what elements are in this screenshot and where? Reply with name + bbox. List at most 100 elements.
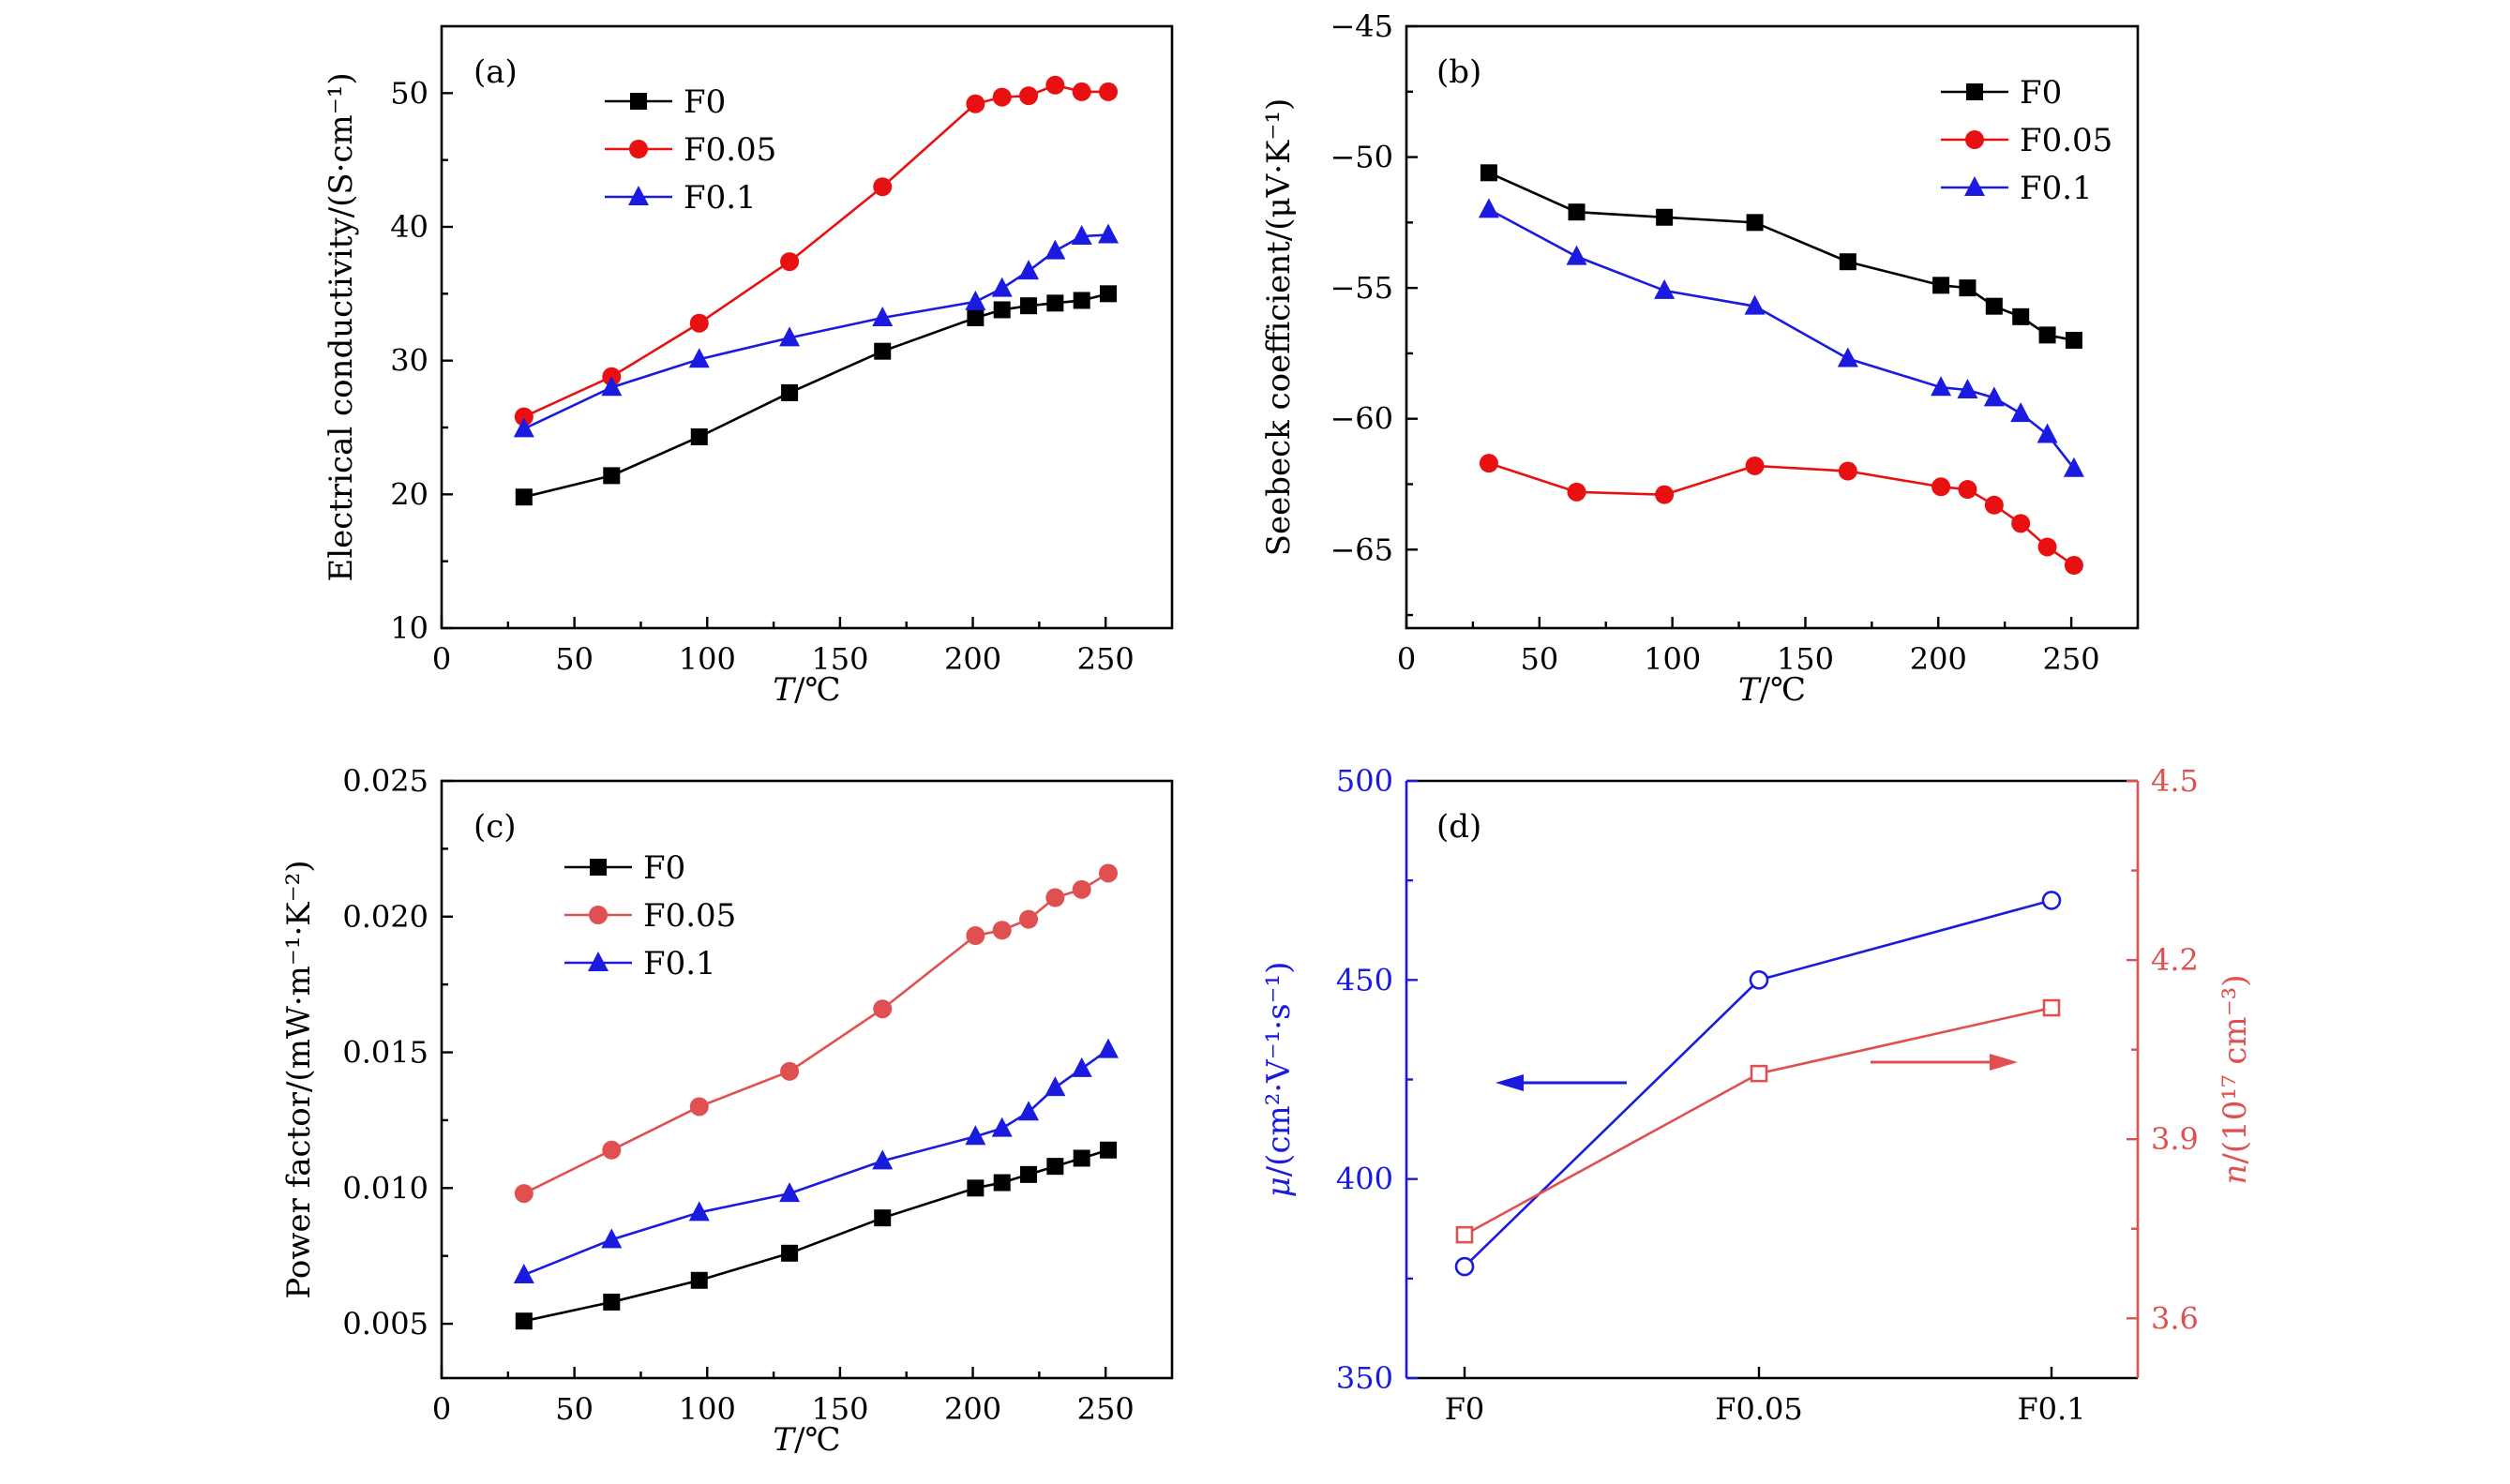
legend-marker xyxy=(590,859,607,876)
data-point xyxy=(1019,86,1039,106)
data-point xyxy=(1045,75,1065,95)
data-point xyxy=(1072,82,1091,101)
y-right-axis-label: n/(10¹⁷ cm⁻³) xyxy=(2217,974,2254,1184)
y-tick-label: 0.010 xyxy=(342,1170,428,1206)
x-tick-label: 0 xyxy=(1397,641,1416,677)
y-tick-label: 0.025 xyxy=(342,763,428,799)
data-point xyxy=(1985,297,2003,315)
data-point xyxy=(1073,1149,1090,1167)
data-point xyxy=(1931,376,1952,397)
y-tick-label: 0.020 xyxy=(342,899,428,935)
arrow-right-n xyxy=(1871,1054,2018,1071)
data-point xyxy=(1100,285,1118,303)
data-point xyxy=(1837,347,1858,367)
data-point xyxy=(1019,909,1039,929)
x-axis-label-symbol: T xyxy=(1738,671,1762,709)
x-tick-label: F0.05 xyxy=(1715,1391,1802,1427)
panel-d: F0 F0.05 F0.1 350 400 450 500 3.6 3.9 4.2 4.5 μ/(cm… xyxy=(1260,763,2254,1427)
y-axis-label: Power factor/(mW·m⁻¹·K⁻²) xyxy=(280,860,318,1298)
data-point xyxy=(688,348,710,368)
data-point xyxy=(602,1140,622,1160)
legend-marker xyxy=(1964,176,1985,196)
data-point xyxy=(1100,1141,1118,1159)
data-point xyxy=(603,1293,621,1311)
x-axis-label-unit: /℃ xyxy=(1760,671,1807,709)
x-tick-label: F0.1 xyxy=(2017,1391,2085,1427)
legend-marker xyxy=(588,952,609,971)
data-point xyxy=(781,1244,799,1262)
data-point xyxy=(1455,1225,1474,1244)
x-tick-label: 150 xyxy=(1777,641,1834,677)
data-point xyxy=(1018,260,1040,280)
data-point xyxy=(1098,1038,1120,1058)
series-line xyxy=(1488,461,2075,567)
data-point xyxy=(780,252,800,272)
series-F0.1 xyxy=(513,223,1120,438)
x-tick-label: 250 xyxy=(1077,1391,1135,1427)
y-right-tick-label: 3.6 xyxy=(2151,1300,2199,1336)
series-n xyxy=(1455,998,2061,1244)
y-tick-label: 0.015 xyxy=(342,1035,428,1071)
y-tick-label: 40 xyxy=(390,209,428,245)
data-point xyxy=(689,1097,709,1117)
data-point xyxy=(2010,402,2032,423)
x-tick-label: 200 xyxy=(944,1391,1001,1427)
x-tick-label: 50 xyxy=(555,641,594,677)
data-point xyxy=(991,277,1013,297)
legend-label: F0 xyxy=(684,83,726,121)
data-point xyxy=(874,342,892,360)
data-point xyxy=(1073,292,1090,309)
data-point xyxy=(603,467,621,485)
y-right-tick-label: 4.2 xyxy=(2151,942,2199,978)
panel-b: 0 50 100 150 200 250 −45 −50 −55 −60 −65 T/℃ Seebeck… xyxy=(1260,8,2140,709)
y-tick-label: 30 xyxy=(390,343,428,379)
series-mu xyxy=(1454,891,2062,1277)
legend-marker xyxy=(589,906,608,924)
data-point xyxy=(873,177,893,197)
y-tick-label: −65 xyxy=(1330,532,1393,567)
data-point xyxy=(515,488,533,506)
data-point xyxy=(1046,1158,1064,1176)
x-axis-label-unit: /℃ xyxy=(794,671,841,709)
data-point xyxy=(1749,970,1769,990)
data-point xyxy=(2012,307,2030,325)
data-point xyxy=(1478,198,1499,218)
legend-marker xyxy=(628,186,649,205)
data-point xyxy=(779,326,801,347)
data-point xyxy=(1567,482,1586,502)
y-left-tick-label: 350 xyxy=(1336,1360,1393,1396)
data-point xyxy=(2037,423,2058,443)
data-point xyxy=(992,87,1012,107)
data-point xyxy=(965,290,986,310)
data-point xyxy=(515,1312,533,1330)
data-point xyxy=(1072,879,1091,899)
y-right-tick-label: 3.9 xyxy=(2151,1121,2199,1157)
data-point xyxy=(1566,245,1587,265)
data-point xyxy=(1838,461,1857,481)
x-axis-label: T/℃ xyxy=(773,1421,840,1459)
y-right-tick-label: 4.5 xyxy=(2151,763,2199,799)
data-point xyxy=(1099,863,1119,883)
y-tick-label: 10 xyxy=(390,610,428,646)
data-point xyxy=(1839,253,1856,271)
panel-c: 0 50 100 150 200 250 0.005 0.010 0.015 0.020 0.025… xyxy=(280,763,1174,1459)
data-point xyxy=(1018,1101,1040,1121)
data-point xyxy=(1932,277,1950,294)
data-point xyxy=(966,94,985,113)
data-point xyxy=(1744,294,1766,315)
plot-frame xyxy=(440,24,1174,630)
x-tick-label: 200 xyxy=(944,641,1001,677)
x-axis-label: T/℃ xyxy=(773,671,840,709)
y-right-axis-label-symbol: n xyxy=(2217,1164,2254,1185)
x-tick-label: 150 xyxy=(811,1391,868,1427)
data-point xyxy=(967,1179,984,1197)
series-F0 xyxy=(515,1141,1118,1330)
data-point xyxy=(1045,1076,1066,1097)
data-point xyxy=(1454,1256,1475,1277)
x-tick-label: 0 xyxy=(432,641,451,677)
y-tick-label: −55 xyxy=(1330,270,1393,306)
data-point xyxy=(993,1174,1011,1192)
y-tick-label: 20 xyxy=(390,476,428,512)
legend-marker xyxy=(1966,83,1983,100)
